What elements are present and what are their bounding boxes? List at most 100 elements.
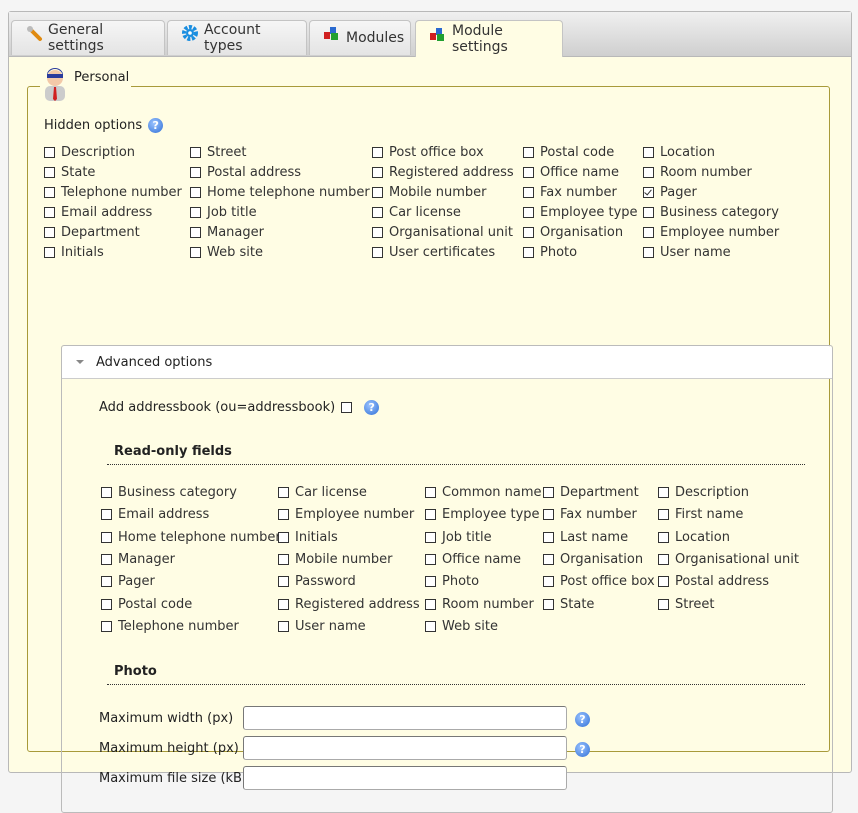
- checkbox-department[interactable]: Department: [44, 225, 140, 240]
- checkbox-employee-type[interactable]: Employee type: [523, 205, 638, 220]
- checkbox-description[interactable]: Description: [44, 145, 135, 160]
- checkbox-user-certificates[interactable]: User certificates: [372, 245, 495, 260]
- checkbox-pager[interactable]: Pager: [101, 574, 155, 589]
- checkbox[interactable]: [44, 167, 55, 178]
- checkbox-department[interactable]: Department: [543, 485, 639, 500]
- checkbox[interactable]: [190, 147, 201, 158]
- checkbox-photo[interactable]: Photo: [523, 245, 577, 260]
- checkbox[interactable]: [190, 227, 201, 238]
- checkbox[interactable]: [643, 167, 654, 178]
- checkbox-state[interactable]: State: [543, 597, 594, 612]
- max-file-size-input[interactable]: [243, 766, 567, 790]
- checkbox[interactable]: [372, 167, 383, 178]
- checkbox[interactable]: [643, 187, 654, 198]
- checkbox-car-license[interactable]: Car license: [372, 205, 461, 220]
- checkbox[interactable]: [543, 576, 554, 588]
- checkbox-fax-number[interactable]: Fax number: [523, 185, 617, 200]
- checkbox-photo[interactable]: Photo: [425, 574, 479, 589]
- addressbook-checkbox[interactable]: [341, 402, 353, 413]
- checkbox[interactable]: [523, 247, 534, 258]
- checkbox-postal-code[interactable]: Postal code: [523, 145, 614, 160]
- checkbox[interactable]: [44, 187, 55, 198]
- checkbox-web-site[interactable]: Web site: [190, 245, 263, 260]
- checkbox[interactable]: [643, 227, 654, 238]
- checkbox-email-address[interactable]: Email address: [44, 205, 152, 220]
- checkbox-office-name[interactable]: Office name: [425, 552, 521, 567]
- checkbox[interactable]: [101, 620, 112, 632]
- checkbox[interactable]: [543, 553, 554, 565]
- checkbox[interactable]: [101, 531, 112, 543]
- checkbox-postal-address[interactable]: Postal address: [190, 165, 301, 180]
- checkbox-password[interactable]: Password: [278, 574, 356, 589]
- checkbox-organisational-unit[interactable]: Organisational unit: [372, 225, 513, 240]
- checkbox-organisational-unit[interactable]: Organisational unit: [658, 552, 799, 567]
- checkbox-postal-address[interactable]: Postal address: [658, 574, 769, 589]
- checkbox[interactable]: [278, 598, 289, 610]
- checkbox-street[interactable]: Street: [190, 145, 247, 160]
- checkbox-user-name[interactable]: User name: [643, 245, 731, 260]
- checkbox-post-office-box[interactable]: Post office box: [372, 145, 484, 160]
- checkbox-pager[interactable]: Pager: [643, 185, 697, 200]
- checkbox[interactable]: [278, 487, 289, 498]
- checkbox-employee-number[interactable]: Employee number: [278, 507, 414, 522]
- checkbox-telephone-number[interactable]: Telephone number: [44, 185, 182, 200]
- checkbox[interactable]: [372, 247, 383, 258]
- checkbox[interactable]: [543, 598, 554, 610]
- checkbox[interactable]: [372, 227, 383, 238]
- checkbox-organisation[interactable]: Organisation: [543, 552, 643, 567]
- checkbox[interactable]: [101, 576, 112, 588]
- checkbox[interactable]: [372, 207, 383, 218]
- checkbox[interactable]: [658, 553, 669, 565]
- tab-account-types[interactable]: Account types: [167, 20, 307, 55]
- tab-modules[interactable]: Modules: [309, 20, 411, 55]
- checkbox-registered-address[interactable]: Registered address: [372, 165, 514, 180]
- checkbox-description[interactable]: Description: [658, 485, 749, 500]
- checkbox[interactable]: [643, 147, 654, 158]
- checkbox-business-category[interactable]: Business category: [101, 485, 237, 500]
- checkbox-state[interactable]: State: [44, 165, 95, 180]
- help-icon[interactable]: ?: [364, 400, 380, 415]
- checkbox-fax-number[interactable]: Fax number: [543, 507, 637, 522]
- checkbox-registered-address[interactable]: Registered address: [278, 597, 420, 612]
- checkbox-street[interactable]: Street: [658, 597, 715, 612]
- tab-general-settings[interactable]: General settings: [11, 20, 165, 55]
- checkbox[interactable]: [658, 509, 669, 521]
- checkbox[interactable]: [425, 487, 436, 498]
- checkbox-postal-code[interactable]: Postal code: [101, 597, 192, 612]
- checkbox[interactable]: [101, 509, 112, 521]
- checkbox[interactable]: [523, 207, 534, 218]
- checkbox[interactable]: [643, 247, 654, 258]
- checkbox[interactable]: [523, 147, 534, 158]
- checkbox[interactable]: [278, 509, 289, 521]
- checkbox[interactable]: [101, 553, 112, 565]
- checkbox-post-office-box[interactable]: Post office box: [543, 574, 655, 589]
- checkbox-initials[interactable]: Initials: [44, 245, 104, 260]
- checkbox[interactable]: [44, 207, 55, 218]
- checkbox[interactable]: [190, 247, 201, 258]
- checkbox-job-title[interactable]: Job title: [190, 205, 257, 220]
- checkbox[interactable]: [523, 167, 534, 178]
- checkbox[interactable]: [658, 531, 669, 543]
- checkbox[interactable]: [658, 598, 669, 610]
- checkbox[interactable]: [44, 147, 55, 158]
- checkbox-job-title[interactable]: Job title: [425, 530, 492, 545]
- checkbox[interactable]: [425, 509, 436, 521]
- checkbox[interactable]: [425, 531, 436, 543]
- help-icon[interactable]: ?: [148, 118, 164, 133]
- tab-module-settings[interactable]: Module settings: [415, 20, 563, 57]
- checkbox-location[interactable]: Location: [658, 530, 730, 545]
- help-icon[interactable]: ?: [575, 742, 590, 757]
- checkbox-manager[interactable]: Manager: [101, 552, 175, 567]
- checkbox[interactable]: [543, 487, 554, 498]
- checkbox[interactable]: [658, 576, 669, 588]
- checkbox-mobile-number[interactable]: Mobile number: [372, 185, 487, 200]
- checkbox[interactable]: [543, 531, 554, 543]
- checkbox[interactable]: [190, 207, 201, 218]
- checkbox[interactable]: [523, 187, 534, 198]
- checkbox-user-name[interactable]: User name: [278, 619, 366, 634]
- advanced-options-toggle[interactable]: Advanced options: [62, 346, 832, 379]
- checkbox-home-telephone-number[interactable]: Home telephone number: [101, 530, 281, 545]
- checkbox[interactable]: [101, 487, 112, 498]
- checkbox-first-name[interactable]: First name: [658, 507, 743, 522]
- checkbox-web-site[interactable]: Web site: [425, 619, 498, 634]
